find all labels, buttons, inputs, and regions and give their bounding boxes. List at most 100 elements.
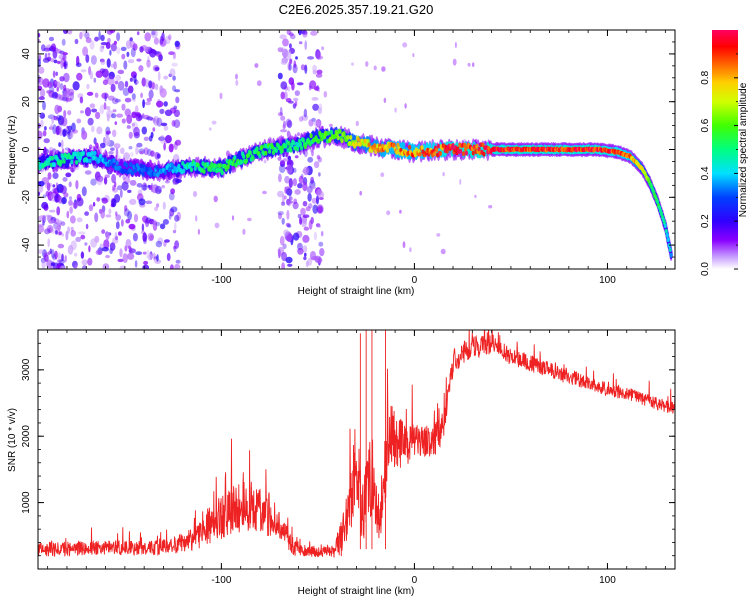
noise-blob	[112, 129, 117, 138]
ridge-cell	[323, 134, 327, 140]
noise-blob	[98, 208, 103, 214]
noise-blob	[38, 191, 41, 197]
noise-blob	[159, 85, 164, 94]
noise-blob	[40, 88, 46, 98]
noise-blob	[74, 264, 78, 269]
noise-blob	[148, 135, 153, 142]
ridge-cell	[258, 153, 262, 159]
noise-blob	[62, 177, 68, 182]
noise-blob	[69, 196, 72, 201]
ridge-cell	[75, 160, 79, 165]
snr-line-layer	[38, 330, 675, 558]
noise-blob	[115, 211, 118, 217]
noise-blob	[312, 103, 319, 111]
noise-blob	[287, 263, 293, 267]
noise-blob	[147, 184, 151, 188]
noise-blob	[168, 192, 175, 201]
noise-blob	[292, 232, 300, 241]
noise-blob	[146, 116, 154, 121]
noise-blob	[310, 186, 316, 190]
ridge-cell	[326, 130, 331, 136]
noise-blob	[287, 86, 291, 92]
noise-blob	[62, 129, 66, 137]
noise-blob	[128, 131, 133, 139]
noise-blob	[323, 91, 328, 98]
noise-blob	[211, 120, 217, 125]
noise-blob	[115, 74, 121, 82]
ridge-cell	[289, 147, 293, 153]
noise-blob	[303, 108, 308, 118]
ridge-cell	[329, 129, 333, 135]
noise-blob	[132, 43, 138, 51]
noise-blob	[474, 194, 477, 199]
noise-blob	[60, 59, 64, 69]
ridge-cell	[354, 141, 359, 147]
noise-blob	[72, 201, 79, 209]
noise-blob	[96, 176, 103, 186]
noise-blob	[54, 250, 58, 260]
ridge-cell	[231, 161, 235, 167]
noise-blob	[235, 73, 238, 80]
noise-blob	[50, 262, 55, 267]
noise-blob	[328, 123, 333, 128]
noise-blob	[113, 143, 121, 149]
noise-blob	[38, 215, 46, 222]
noise-blob	[141, 126, 147, 135]
noise-blob	[287, 62, 291, 71]
noise-blob	[109, 242, 116, 251]
noise-blob	[150, 30, 158, 38]
colorbar-tick-label: 0.2	[700, 214, 711, 228]
spectrogram-y-tick-label: 0	[21, 146, 32, 152]
noise-blob	[105, 41, 111, 50]
noise-blob	[38, 78, 42, 83]
noise-blob	[59, 265, 65, 269]
noise-blob	[442, 172, 445, 177]
noise-blob	[84, 242, 88, 246]
ridge-cell	[133, 168, 138, 174]
noise-blob	[317, 86, 321, 93]
noise-blob	[121, 53, 126, 60]
noise-blob	[42, 78, 50, 88]
ridge-cell	[177, 163, 181, 169]
noise-blob	[38, 74, 41, 84]
noise-blob	[117, 69, 125, 75]
noise-blob	[120, 147, 125, 155]
noise-blob	[52, 253, 56, 261]
noise-blob	[88, 204, 94, 212]
noise-blob	[76, 72, 83, 81]
colorbar-tick-label: 0.4	[700, 166, 711, 180]
noise-blob	[302, 181, 308, 192]
noise-blob	[101, 197, 109, 204]
ridge-cell	[220, 170, 224, 176]
noise-blob	[315, 119, 322, 128]
noise-blob	[42, 57, 50, 63]
noise-blob	[100, 34, 105, 42]
ridge-cell	[268, 149, 272, 154]
colorbar-label: Normalized spectral amplitude	[738, 82, 749, 217]
noise-blob	[107, 37, 111, 43]
noise-blob	[143, 219, 151, 224]
spectrogram-y-tick-label: 40	[21, 48, 32, 60]
noise-blob	[321, 46, 325, 51]
noise-blob	[309, 250, 317, 261]
noise-blob	[254, 63, 259, 68]
noise-blob	[298, 41, 303, 45]
noise-blob	[131, 123, 135, 127]
noise-blob	[135, 251, 143, 256]
ridge-cell	[233, 155, 237, 160]
noise-blob	[38, 225, 45, 233]
noise-blob	[109, 30, 116, 34]
noise-blob	[112, 184, 116, 191]
ridge-cell	[296, 146, 300, 152]
noise-blob	[316, 154, 321, 160]
noise-blob	[51, 92, 59, 99]
noise-blob	[42, 214, 47, 223]
noise-blob	[283, 195, 287, 200]
noise-blob	[285, 222, 291, 227]
ridge-cell	[436, 143, 441, 149]
noise-blob	[115, 235, 118, 241]
noise-blob	[137, 114, 144, 121]
noise-blob	[52, 172, 59, 179]
noise-blob	[123, 152, 130, 161]
noise-blob	[281, 262, 285, 269]
